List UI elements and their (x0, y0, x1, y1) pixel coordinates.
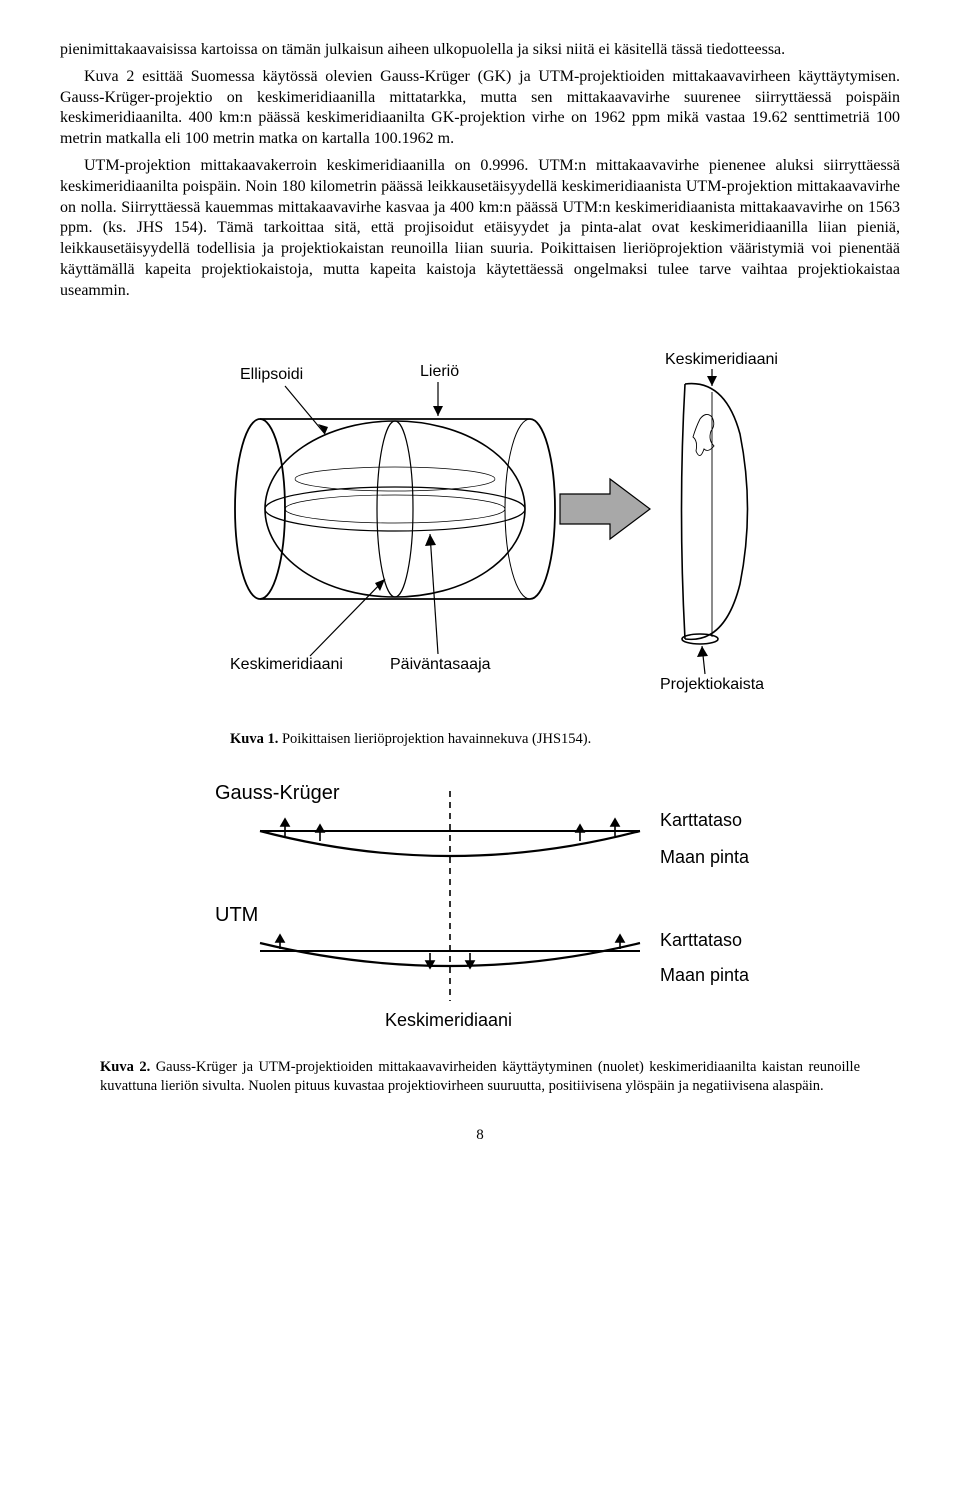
cylinder (235, 419, 555, 599)
figure-1-svg: Ellipsoidi Lieriö Keskimeridiaani Keskim… (180, 324, 780, 714)
label-lierio: Lieriö (420, 363, 459, 380)
label-projektiokaista: Projektiokaista (660, 676, 764, 693)
pointer-eq-head (425, 534, 436, 546)
label-utm: UTM (215, 904, 258, 926)
para-intro: pienimittakaavaisissa kartoissa on tämän… (60, 40, 900, 61)
label-karttataso-2: Karttataso (660, 930, 742, 950)
figure-2-svg: Gauss-Krüger Karttataso Maan pinta UTM (160, 771, 800, 1041)
label-maanpinta-2: Maan pinta (660, 965, 750, 985)
label-keskimeridiaani-bot: Keskimeridiaani (230, 656, 343, 673)
pointer-ellipsoidi (285, 386, 325, 434)
pointer-pk-head (697, 646, 708, 657)
ellipsoid (265, 421, 525, 597)
page-number: 8 (60, 1126, 900, 1146)
fig1-caption-rest: Poikittaisen lieriöprojektion havainneku… (278, 731, 591, 747)
label-paivantasaaja: Päiväntasaaja (390, 656, 491, 673)
pointer-km-top-head (707, 376, 717, 386)
pointer-km-bot-head (375, 579, 385, 591)
label-ellipsoidi: Ellipsoidi (240, 366, 303, 383)
pointer-lierio-head (433, 406, 443, 416)
figure-2-caption: Kuva 2. Gauss-Krüger ja UTM-projektioide… (100, 1058, 860, 1096)
arrow-icon (560, 479, 650, 539)
label-keskimeridiaani-fig2: Keskimeridiaani (385, 1010, 512, 1030)
label-karttataso-1: Karttataso (660, 810, 742, 830)
para-3: UTM-projektion mittakaavakerroin keskime… (60, 156, 900, 302)
label-keskimeridiaani-top: Keskimeridiaani (665, 351, 778, 368)
label-gk: Gauss-Krüger (215, 782, 340, 804)
para-2: Kuva 2 esittää Suomessa käytössä olevien… (60, 67, 900, 150)
figure-1-caption: Kuva 1. Poikittaisen lieriöprojektion ha… (230, 730, 780, 749)
figure-2: Gauss-Krüger Karttataso Maan pinta UTM (60, 771, 900, 1048)
projection-strip (682, 383, 748, 643)
fig1-caption-bold: Kuva 1. (230, 731, 278, 747)
fig2-caption-bold: Kuva 2. (100, 1059, 150, 1075)
figure-1: Ellipsoidi Lieriö Keskimeridiaani Keskim… (60, 324, 900, 721)
label-maanpinta-1: Maan pinta (660, 847, 750, 867)
fig2-caption-rest: Gauss-Krüger ja UTM-projektioiden mittak… (100, 1059, 860, 1094)
